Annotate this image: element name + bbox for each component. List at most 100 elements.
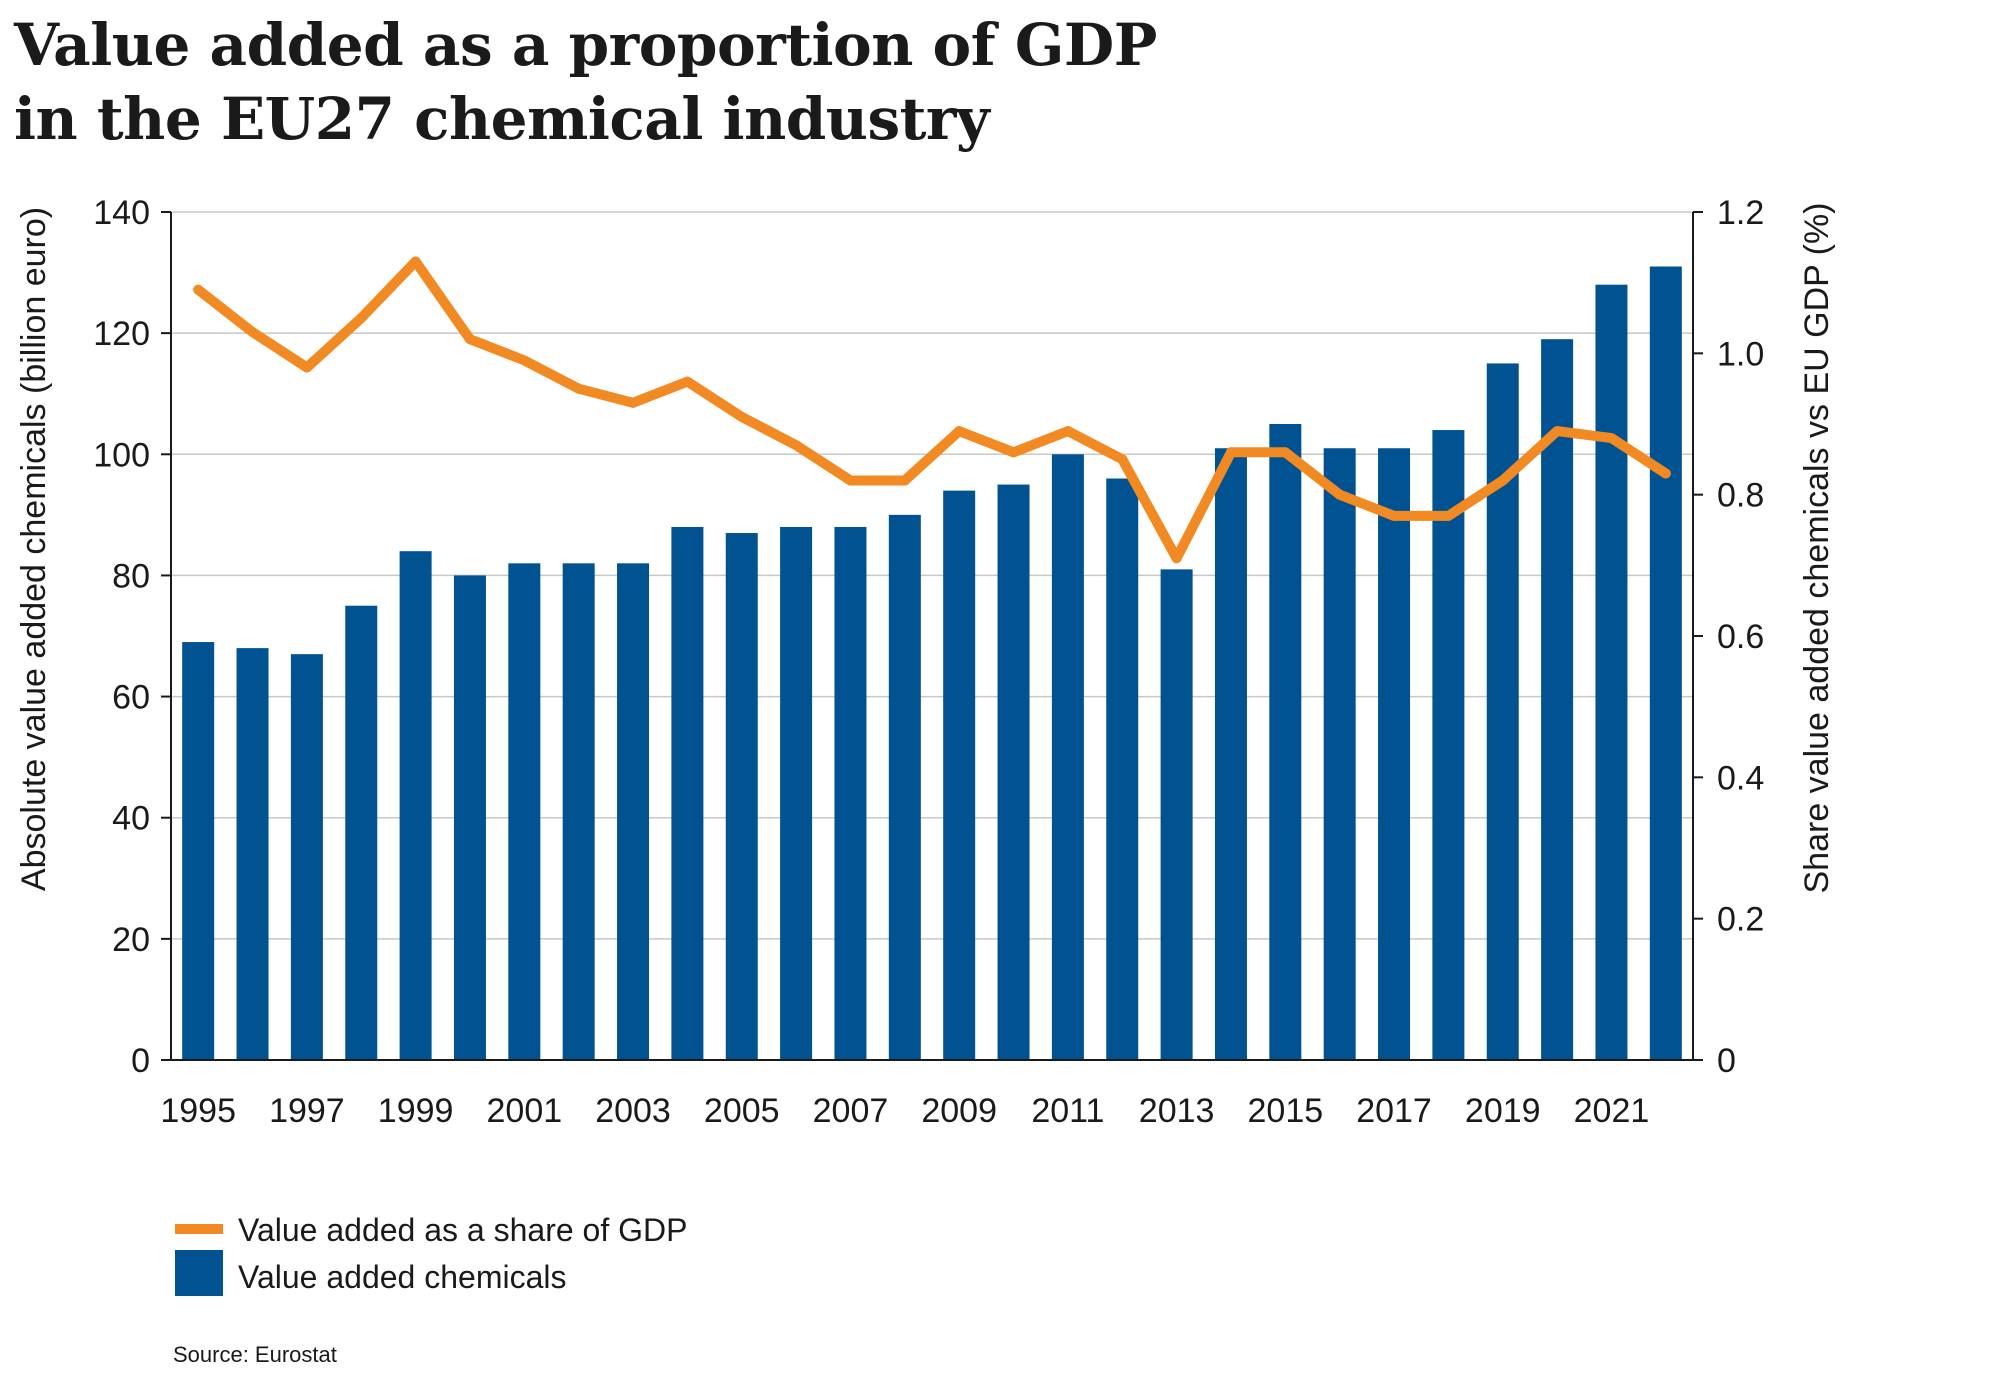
bar-2007	[834, 526, 867, 1060]
line-point-1998	[356, 313, 367, 323]
x-tick-label-2003: 2003	[595, 1092, 671, 1130]
line-point-2002	[573, 383, 584, 394]
bar-2005	[725, 533, 758, 1060]
bar-2015	[1269, 424, 1302, 1060]
bar-1999	[399, 551, 432, 1060]
x-tick-label-2009: 2009	[921, 1092, 997, 1130]
legend: Value added as a share of GDP Value adde…	[175, 1212, 687, 1296]
x-tick-label-2013: 2013	[1139, 1092, 1215, 1130]
line-point-1997	[301, 362, 312, 373]
line-point-2008	[899, 475, 910, 486]
line-point-2017	[1389, 510, 1400, 521]
line-point-2018	[1443, 510, 1454, 521]
tick-labels: 0 20 40 60 80 100 120 140 0 0.2 0.4 0.6 0.8 1.0 1.2 199…	[93, 194, 1764, 1130]
bar-2017	[1378, 448, 1411, 1060]
line-point-2013	[1171, 553, 1182, 564]
y-left-axis-title: Absolute value added chemicals (billion …	[15, 207, 53, 891]
bar-2010	[997, 484, 1030, 1061]
y-left-tick-label: 0	[131, 1042, 150, 1080]
bar-2022	[1649, 266, 1682, 1060]
line-point-2009	[954, 426, 965, 437]
legend-bar-swatch	[175, 1250, 223, 1296]
bar-2011	[1051, 454, 1084, 1060]
bar-2002	[562, 563, 595, 1060]
line-series	[193, 256, 1671, 564]
line-point-2000	[464, 334, 475, 345]
x-tick-label-1997: 1997	[269, 1092, 345, 1130]
line-point-1999	[410, 256, 421, 267]
line-point-2010	[1008, 447, 1019, 458]
line-point-2005	[736, 411, 747, 422]
line-point-2014	[1225, 447, 1236, 458]
bar-2003	[617, 563, 650, 1060]
bar-series	[182, 266, 1682, 1061]
bar-1998	[345, 605, 378, 1060]
x-tick-label-2005: 2005	[704, 1092, 780, 1130]
x-tick-label-2007: 2007	[813, 1092, 889, 1130]
bar-2013	[1160, 569, 1193, 1060]
y-right-tick-label: 0.2	[1717, 901, 1764, 939]
x-tick-label-1995: 1995	[160, 1092, 236, 1130]
line-point-2022	[1660, 468, 1671, 479]
chart-title: Value added as a proportion of GDP in th…	[14, 8, 1157, 156]
line-point-2001	[519, 355, 530, 366]
legend-bar-label: Value added chemicals	[238, 1259, 567, 1295]
bar-2014	[1214, 448, 1247, 1060]
line-point-2016	[1334, 489, 1345, 500]
line-point-2020	[1552, 426, 1563, 437]
axes	[161, 211, 1703, 1061]
gridlines	[171, 211, 1693, 940]
x-tick-label-1999: 1999	[378, 1092, 454, 1130]
bar-2009	[943, 490, 976, 1061]
y-right-tick-label: 0.4	[1717, 759, 1764, 797]
bar-1997	[290, 654, 323, 1060]
y-left-tick-label: 80	[112, 557, 150, 595]
bar-2020	[1541, 339, 1574, 1060]
x-tick-label-2015: 2015	[1248, 1092, 1324, 1130]
bar-2006	[780, 526, 813, 1060]
line-point-2007	[845, 475, 856, 486]
bar-2008	[888, 514, 921, 1060]
line-point-2011	[1062, 426, 1073, 437]
legend-line-swatch	[175, 1224, 223, 1234]
line-point-2012	[1117, 454, 1128, 465]
x-tick-label-2019: 2019	[1465, 1092, 1541, 1130]
y-left-tick-label: 120	[93, 315, 150, 353]
bar-2018	[1432, 430, 1465, 1060]
x-tick-label-2011: 2011	[1031, 1092, 1104, 1130]
bar-1996	[236, 648, 269, 1060]
bar-2000	[453, 575, 486, 1060]
line-point-2015	[1280, 447, 1291, 458]
line-point-2004	[682, 376, 693, 387]
share-of-gdp-line	[193, 256, 1671, 564]
chart-title-line-2: in the EU27 chemical industry	[14, 85, 990, 153]
y-right-tick-label: 0.6	[1717, 618, 1764, 656]
y-right-axis-title: Share value added chemicals vs EU GDP (%…	[1798, 202, 1836, 893]
line-point-2003	[628, 397, 639, 408]
bar-2001	[508, 563, 541, 1060]
x-tick-label-2001: 2001	[487, 1092, 563, 1130]
y-left-tick-label: 20	[112, 921, 150, 959]
y-left-tick-label: 40	[112, 800, 150, 838]
chart-title-line-1: Value added as a proportion of GDP	[14, 11, 1157, 79]
bar-2021	[1595, 284, 1628, 1061]
y-left-tick-label: 100	[93, 436, 150, 474]
y-right-tick-label: 1.2	[1717, 194, 1764, 232]
y-right-tick-label: 0.8	[1717, 477, 1764, 515]
y-left-tick-label: 140	[93, 194, 150, 232]
line-point-1995	[193, 284, 204, 295]
line-point-1996	[247, 327, 258, 338]
y-right-tick-label: 1.0	[1717, 335, 1764, 373]
bar-2016	[1323, 448, 1356, 1060]
bar-1995	[182, 642, 215, 1060]
bar-2004	[671, 526, 704, 1060]
y-right-tick-label: 0	[1717, 1042, 1736, 1080]
y-left-tick-label: 60	[112, 679, 150, 717]
line-point-2021	[1606, 433, 1617, 444]
legend-line-label: Value added as a share of GDP	[238, 1212, 687, 1248]
bar-2012	[1106, 478, 1139, 1060]
x-tick-label-2021: 2021	[1574, 1092, 1650, 1130]
line-point-2019	[1497, 475, 1508, 486]
x-tick-label-2017: 2017	[1356, 1092, 1432, 1130]
